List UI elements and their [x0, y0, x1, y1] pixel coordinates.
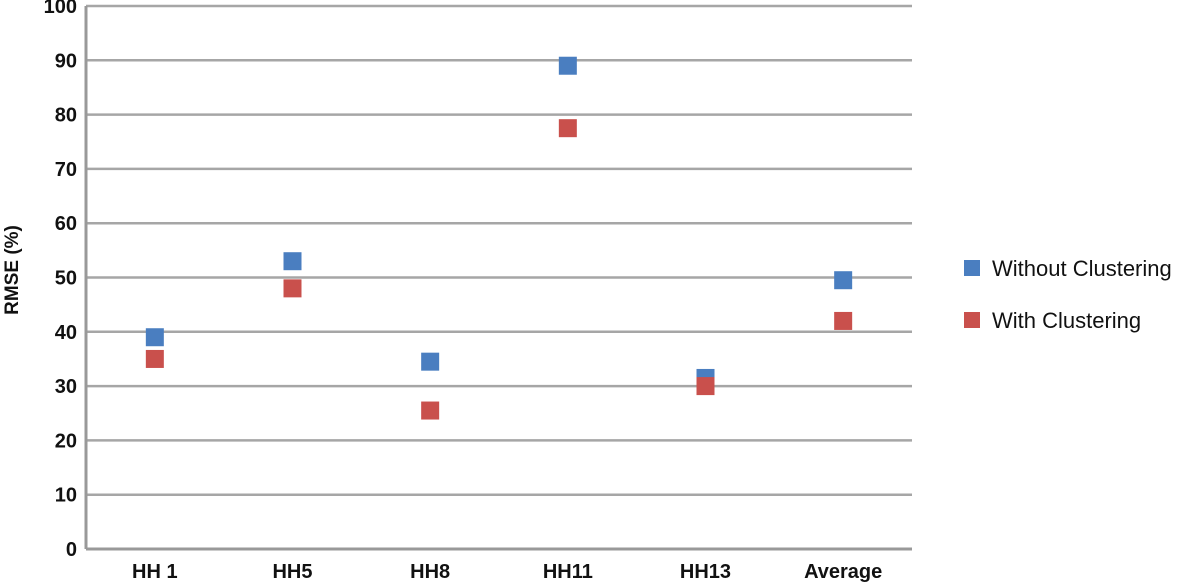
x-tick-label: Average: [804, 561, 882, 582]
data-points: [145, 56, 853, 420]
legend-label: Without Clustering: [992, 256, 1172, 281]
data-point: [834, 271, 853, 290]
y-tick-label: 40: [55, 322, 77, 344]
legend-label: With Clustering: [992, 308, 1141, 333]
legend: Without Clustering With Clustering: [964, 256, 1172, 333]
y-tick-label: 80: [55, 105, 77, 127]
x-tick-label: HH8: [410, 561, 450, 582]
x-tick-labels: HH 1 HH5 HH8 HH11 HH13 Average: [132, 561, 882, 582]
axes: [84, 6, 912, 551]
data-point: [696, 377, 715, 396]
data-point: [283, 252, 302, 271]
x-tick-label: HH13: [680, 561, 731, 582]
legend-swatch: [964, 312, 980, 328]
data-point: [558, 119, 577, 138]
gridlines: [86, 4, 912, 496]
data-point: [145, 349, 164, 368]
y-tick-label: 70: [55, 159, 77, 181]
data-point: [145, 328, 164, 347]
y-tick-label: 10: [55, 485, 77, 507]
y-tick-labels: 0 10 20 30 40 50 60 70 80 90 100: [44, 0, 77, 561]
y-tick-label: 60: [55, 213, 77, 235]
y-axis-title: RMSE (%): [2, 225, 23, 315]
x-tick-label: HH 1: [132, 561, 178, 582]
data-point: [558, 56, 577, 75]
legend-swatch: [964, 260, 980, 276]
data-point: [421, 401, 440, 420]
y-tick-label: 50: [55, 268, 77, 290]
x-tick-label: HH5: [272, 561, 312, 582]
y-tick-label: 0: [66, 539, 77, 561]
y-tick-label: 30: [55, 376, 77, 398]
y-tick-label: 90: [55, 50, 77, 72]
data-point: [421, 352, 440, 371]
y-tick-label: 20: [55, 430, 77, 452]
data-point: [283, 279, 302, 298]
y-tick-label: 100: [44, 0, 77, 18]
data-point: [834, 311, 853, 330]
x-tick-label: HH11: [543, 561, 593, 582]
